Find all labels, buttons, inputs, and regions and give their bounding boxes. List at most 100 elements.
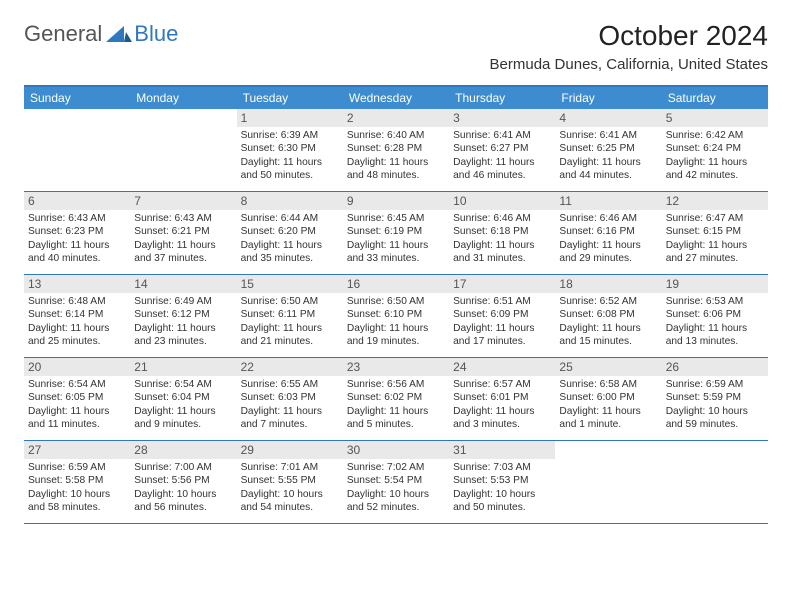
calendar-cell: 4Sunrise: 6:41 AMSunset: 6:25 PMDaylight… (555, 109, 661, 191)
calendar-cell: 9Sunrise: 6:45 AMSunset: 6:19 PMDaylight… (343, 192, 449, 274)
day-number: 7 (130, 192, 236, 210)
calendar-cell: 1Sunrise: 6:39 AMSunset: 6:30 PMDaylight… (237, 109, 343, 191)
calendar-cell: 28 Sunrise: 7:00 AMSunset: 5:56 PMDayligh… (130, 441, 236, 523)
daylight-line: Daylight: 11 hours and 40 minutes. (28, 239, 126, 266)
day-number: 28 (130, 441, 236, 459)
sunrise-line: Sunrise: 7:00 AM (134, 461, 232, 474)
calendar-weeks: 1Sunrise: 6:39 AMSunset: 6:30 PMDaylight… (24, 109, 768, 524)
daylight-line: Daylight: 11 hours and 23 minutes. (134, 322, 232, 349)
sunrise-line: Sunrise: 6:55 AM (241, 378, 339, 391)
calendar-cell: 15Sunrise: 6:50 AMSunset: 6:11 PMDayligh… (237, 275, 343, 357)
daylight-line: Daylight: 11 hours and 29 minutes. (559, 239, 657, 266)
calendar-cell (555, 441, 661, 523)
daylight-line: Daylight: 11 hours and 9 minutes. (134, 405, 232, 432)
calendar-cell: 31Sunrise: 7:03 AMSunset: 5:53 PMDayligh… (449, 441, 555, 523)
calendar-cell: 22 Sunrise: 6:55 AMSunset: 6:03 PMDayligh… (237, 358, 343, 440)
day-details: Sunrise: 6:59 AMSunset: 5:58 PMDaylight:… (28, 461, 126, 514)
sunset-line: Sunset: 6:25 PM (559, 142, 657, 155)
day-details: Sunrise: 6:39 AMSunset: 6:30 PMDaylight:… (241, 129, 339, 182)
sunrise-line: Sunrise: 6:47 AM (666, 212, 764, 225)
day-details: Sunrise: 6:52 AMSunset: 6:08 PMDaylight:… (559, 295, 657, 348)
day-number: 29 (237, 441, 343, 459)
daylight-line: Daylight: 11 hours and 27 minutes. (666, 239, 764, 266)
daylight-line: Daylight: 11 hours and 19 minutes. (347, 322, 445, 349)
day-number: 23 (343, 358, 449, 376)
sunset-line: Sunset: 6:01 PM (453, 391, 551, 404)
day-details: Sunrise: 6:54 AMSunset: 6:04 PMDaylight:… (134, 378, 232, 431)
sunset-line: Sunset: 5:54 PM (347, 474, 445, 487)
day-details: Sunrise: 6:41 AMSunset: 6:27 PMDaylight:… (453, 129, 551, 182)
sunset-line: Sunset: 6:30 PM (241, 142, 339, 155)
daylight-line: Daylight: 11 hours and 7 minutes. (241, 405, 339, 432)
day-details: Sunrise: 6:55 AMSunset: 6:03 PMDaylight:… (241, 378, 339, 431)
day-number: 25 (555, 358, 661, 376)
day-number: 19 (662, 275, 768, 293)
daylight-line: Daylight: 11 hours and 3 minutes. (453, 405, 551, 432)
day-number: 22 (237, 358, 343, 376)
daylight-line: Daylight: 10 hours and 56 minutes. (134, 488, 232, 515)
day-details: Sunrise: 6:56 AMSunset: 6:02 PMDaylight:… (347, 378, 445, 431)
sunset-line: Sunset: 6:14 PM (28, 308, 126, 321)
sunrise-line: Sunrise: 6:39 AM (241, 129, 339, 142)
title-block: October 2024 Bermuda Dunes, California, … (490, 20, 768, 73)
daylight-line: Daylight: 11 hours and 11 minutes. (28, 405, 126, 432)
sunset-line: Sunset: 6:06 PM (666, 308, 764, 321)
calendar-cell: 13Sunrise: 6:48 AMSunset: 6:14 PMDayligh… (24, 275, 130, 357)
daylight-line: Daylight: 11 hours and 15 minutes. (559, 322, 657, 349)
sunset-line: Sunset: 6:27 PM (453, 142, 551, 155)
day-details: Sunrise: 6:53 AMSunset: 6:06 PMDaylight:… (666, 295, 764, 348)
sunrise-line: Sunrise: 7:01 AM (241, 461, 339, 474)
sunrise-line: Sunrise: 6:52 AM (559, 295, 657, 308)
day-details: Sunrise: 6:54 AMSunset: 6:05 PMDaylight:… (28, 378, 126, 431)
sunrise-line: Sunrise: 6:41 AM (559, 129, 657, 142)
calendar-cell: 24Sunrise: 6:57 AMSunset: 6:01 PMDayligh… (449, 358, 555, 440)
daylight-line: Daylight: 11 hours and 37 minutes. (134, 239, 232, 266)
day-number: 2 (343, 109, 449, 127)
calendar-cell (24, 109, 130, 191)
header-bar: General Blue October 2024 Bermuda Dunes,… (24, 20, 768, 73)
calendar-cell: 16Sunrise: 6:50 AMSunset: 6:10 PMDayligh… (343, 275, 449, 357)
daylight-line: Daylight: 10 hours and 52 minutes. (347, 488, 445, 515)
sunset-line: Sunset: 5:56 PM (134, 474, 232, 487)
sunset-line: Sunset: 6:21 PM (134, 225, 232, 238)
sunrise-line: Sunrise: 6:57 AM (453, 378, 551, 391)
day-number: 17 (449, 275, 555, 293)
day-header: Thursday (449, 87, 555, 109)
sunset-line: Sunset: 6:20 PM (241, 225, 339, 238)
day-details: Sunrise: 6:58 AMSunset: 6:00 PMDaylight:… (559, 378, 657, 431)
calendar-day-header-row: Sunday Monday Tuesday Wednesday Thursday… (24, 87, 768, 109)
sunset-line: Sunset: 6:12 PM (134, 308, 232, 321)
sunset-line: Sunset: 5:59 PM (666, 391, 764, 404)
calendar-cell: 11 Sunrise: 6:46 AMSunset: 6:16 PMDayligh… (555, 192, 661, 274)
calendar-cell: 25 Sunrise: 6:58 AMSunset: 6:00 PMDayligh… (555, 358, 661, 440)
sunset-line: Sunset: 6:28 PM (347, 142, 445, 155)
day-details: Sunrise: 6:40 AMSunset: 6:28 PMDaylight:… (347, 129, 445, 182)
sunset-line: Sunset: 6:04 PM (134, 391, 232, 404)
sunrise-line: Sunrise: 7:03 AM (453, 461, 551, 474)
daylight-line: Daylight: 11 hours and 44 minutes. (559, 156, 657, 183)
sunset-line: Sunset: 5:58 PM (28, 474, 126, 487)
location-subtitle: Bermuda Dunes, California, United States (490, 56, 768, 73)
day-details: Sunrise: 6:59 AMSunset: 5:59 PMDaylight:… (666, 378, 764, 431)
sunset-line: Sunset: 6:10 PM (347, 308, 445, 321)
sunset-line: Sunset: 5:55 PM (241, 474, 339, 487)
sunrise-line: Sunrise: 6:43 AM (28, 212, 126, 225)
calendar-cell: 18Sunrise: 6:52 AMSunset: 6:08 PMDayligh… (555, 275, 661, 357)
sunset-line: Sunset: 6:15 PM (666, 225, 764, 238)
calendar-cell: 21Sunrise: 6:54 AMSunset: 6:04 PMDayligh… (130, 358, 236, 440)
day-number: 26 (662, 358, 768, 376)
calendar-cell (662, 441, 768, 523)
sunset-line: Sunset: 6:02 PM (347, 391, 445, 404)
calendar-cell: 5Sunrise: 6:42 AMSunset: 6:24 PMDaylight… (662, 109, 768, 191)
day-details: Sunrise: 6:46 AMSunset: 6:16 PMDaylight:… (559, 212, 657, 265)
daylight-line: Daylight: 11 hours and 1 minute. (559, 405, 657, 432)
calendar-table: Sunday Monday Tuesday Wednesday Thursday… (24, 85, 768, 524)
day-header: Sunday (24, 87, 130, 109)
calendar-week-row: 13Sunrise: 6:48 AMSunset: 6:14 PMDayligh… (24, 275, 768, 358)
day-number: 31 (449, 441, 555, 459)
sunrise-line: Sunrise: 6:59 AM (666, 378, 764, 391)
day-number: 8 (237, 192, 343, 210)
day-number: 11 (555, 192, 661, 210)
day-details: Sunrise: 6:43 AMSunset: 6:23 PMDaylight:… (28, 212, 126, 265)
day-details: Sunrise: 6:43 AMSunset: 6:21 PMDaylight:… (134, 212, 232, 265)
